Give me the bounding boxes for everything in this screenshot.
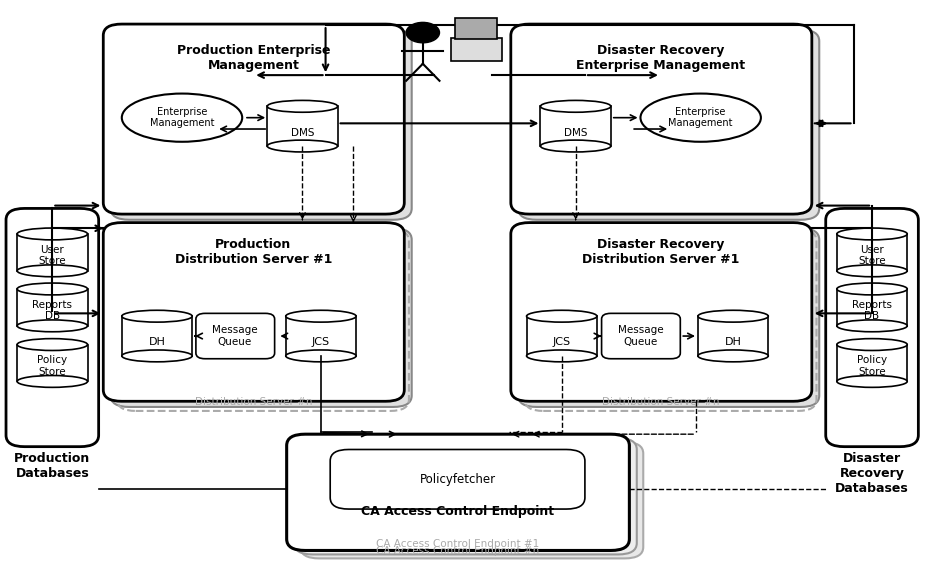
Ellipse shape — [17, 228, 87, 240]
FancyBboxPatch shape — [294, 438, 636, 555]
Bar — [17, 344, 87, 381]
Ellipse shape — [17, 283, 87, 295]
Text: Disaster Recovery
Distribution Server #1: Disaster Recovery Distribution Server #1 — [582, 238, 739, 267]
Ellipse shape — [286, 350, 355, 362]
FancyBboxPatch shape — [287, 434, 628, 551]
FancyBboxPatch shape — [518, 30, 818, 220]
Ellipse shape — [526, 310, 597, 322]
Ellipse shape — [17, 376, 87, 388]
Text: Production Enterprise
Management: Production Enterprise Management — [176, 44, 329, 72]
Text: Distribution Server #n: Distribution Server #n — [601, 397, 719, 407]
Bar — [17, 289, 87, 326]
Text: Disaster
Recovery
Databases: Disaster Recovery Databases — [834, 453, 908, 495]
Text: DH: DH — [724, 337, 741, 347]
Bar — [836, 234, 907, 271]
Text: Production
Databases: Production Databases — [14, 453, 90, 481]
Polygon shape — [455, 18, 496, 39]
Ellipse shape — [697, 310, 767, 322]
Ellipse shape — [286, 310, 355, 322]
Bar — [122, 316, 192, 356]
Ellipse shape — [122, 93, 242, 142]
Bar — [286, 316, 355, 356]
Ellipse shape — [17, 265, 87, 277]
Bar — [836, 289, 907, 326]
Ellipse shape — [836, 228, 907, 240]
Bar — [526, 316, 597, 356]
FancyBboxPatch shape — [301, 442, 642, 559]
Ellipse shape — [540, 140, 611, 152]
Text: Policy
Store: Policy Store — [856, 355, 886, 377]
Bar — [836, 344, 907, 381]
Text: Message
Queue: Message Queue — [617, 325, 663, 347]
Text: Policyfetcher: Policyfetcher — [419, 473, 496, 486]
Ellipse shape — [836, 376, 907, 388]
FancyBboxPatch shape — [825, 209, 918, 447]
Text: CA Access Control Endpoint: CA Access Control Endpoint — [361, 504, 554, 518]
Ellipse shape — [17, 339, 87, 351]
Text: Enterprise
Management: Enterprise Management — [668, 107, 732, 128]
Bar — [540, 107, 611, 146]
Bar — [17, 234, 87, 271]
Text: Enterprise
Management: Enterprise Management — [149, 107, 214, 128]
Text: CA Access Control Endpoint #n: CA Access Control Endpoint #n — [376, 546, 539, 556]
Bar — [267, 107, 337, 146]
Text: DMS: DMS — [290, 128, 314, 138]
FancyBboxPatch shape — [510, 223, 811, 401]
Text: DH: DH — [148, 337, 165, 347]
Ellipse shape — [526, 350, 597, 362]
Ellipse shape — [17, 320, 87, 332]
Ellipse shape — [122, 350, 192, 362]
Text: Reports
DB: Reports DB — [32, 300, 72, 321]
FancyBboxPatch shape — [510, 24, 811, 214]
FancyBboxPatch shape — [329, 450, 585, 509]
FancyBboxPatch shape — [601, 314, 679, 359]
Polygon shape — [450, 38, 501, 61]
FancyBboxPatch shape — [6, 209, 98, 447]
Text: CA Access Control Endpoint #1: CA Access Control Endpoint #1 — [376, 539, 539, 549]
Text: JCS: JCS — [312, 337, 329, 347]
Ellipse shape — [267, 140, 337, 152]
FancyBboxPatch shape — [196, 314, 275, 359]
Ellipse shape — [639, 93, 760, 142]
Circle shape — [406, 22, 439, 43]
Ellipse shape — [836, 265, 907, 277]
Ellipse shape — [697, 350, 767, 362]
Text: Reports
DB: Reports DB — [851, 300, 891, 321]
Bar — [697, 316, 767, 356]
FancyBboxPatch shape — [103, 223, 404, 401]
Text: User
Store: User Store — [857, 245, 885, 266]
Ellipse shape — [267, 100, 337, 112]
Ellipse shape — [122, 310, 192, 322]
Text: Message
Queue: Message Queue — [212, 325, 257, 347]
Ellipse shape — [836, 320, 907, 332]
Text: Production
Distribution Server #1: Production Distribution Server #1 — [174, 238, 331, 267]
FancyBboxPatch shape — [103, 24, 404, 214]
Text: DMS: DMS — [563, 128, 586, 138]
FancyBboxPatch shape — [110, 30, 411, 220]
Text: JCS: JCS — [552, 337, 570, 347]
FancyBboxPatch shape — [110, 228, 411, 407]
FancyBboxPatch shape — [518, 228, 818, 407]
Text: Distribution Server #n: Distribution Server #n — [194, 397, 312, 407]
Text: User
Store: User Store — [38, 245, 66, 266]
Text: Policy
Store: Policy Store — [37, 355, 68, 377]
Ellipse shape — [836, 339, 907, 351]
Ellipse shape — [540, 100, 611, 112]
Ellipse shape — [836, 283, 907, 295]
Text: Disaster Recovery
Enterprise Management: Disaster Recovery Enterprise Management — [575, 44, 744, 72]
